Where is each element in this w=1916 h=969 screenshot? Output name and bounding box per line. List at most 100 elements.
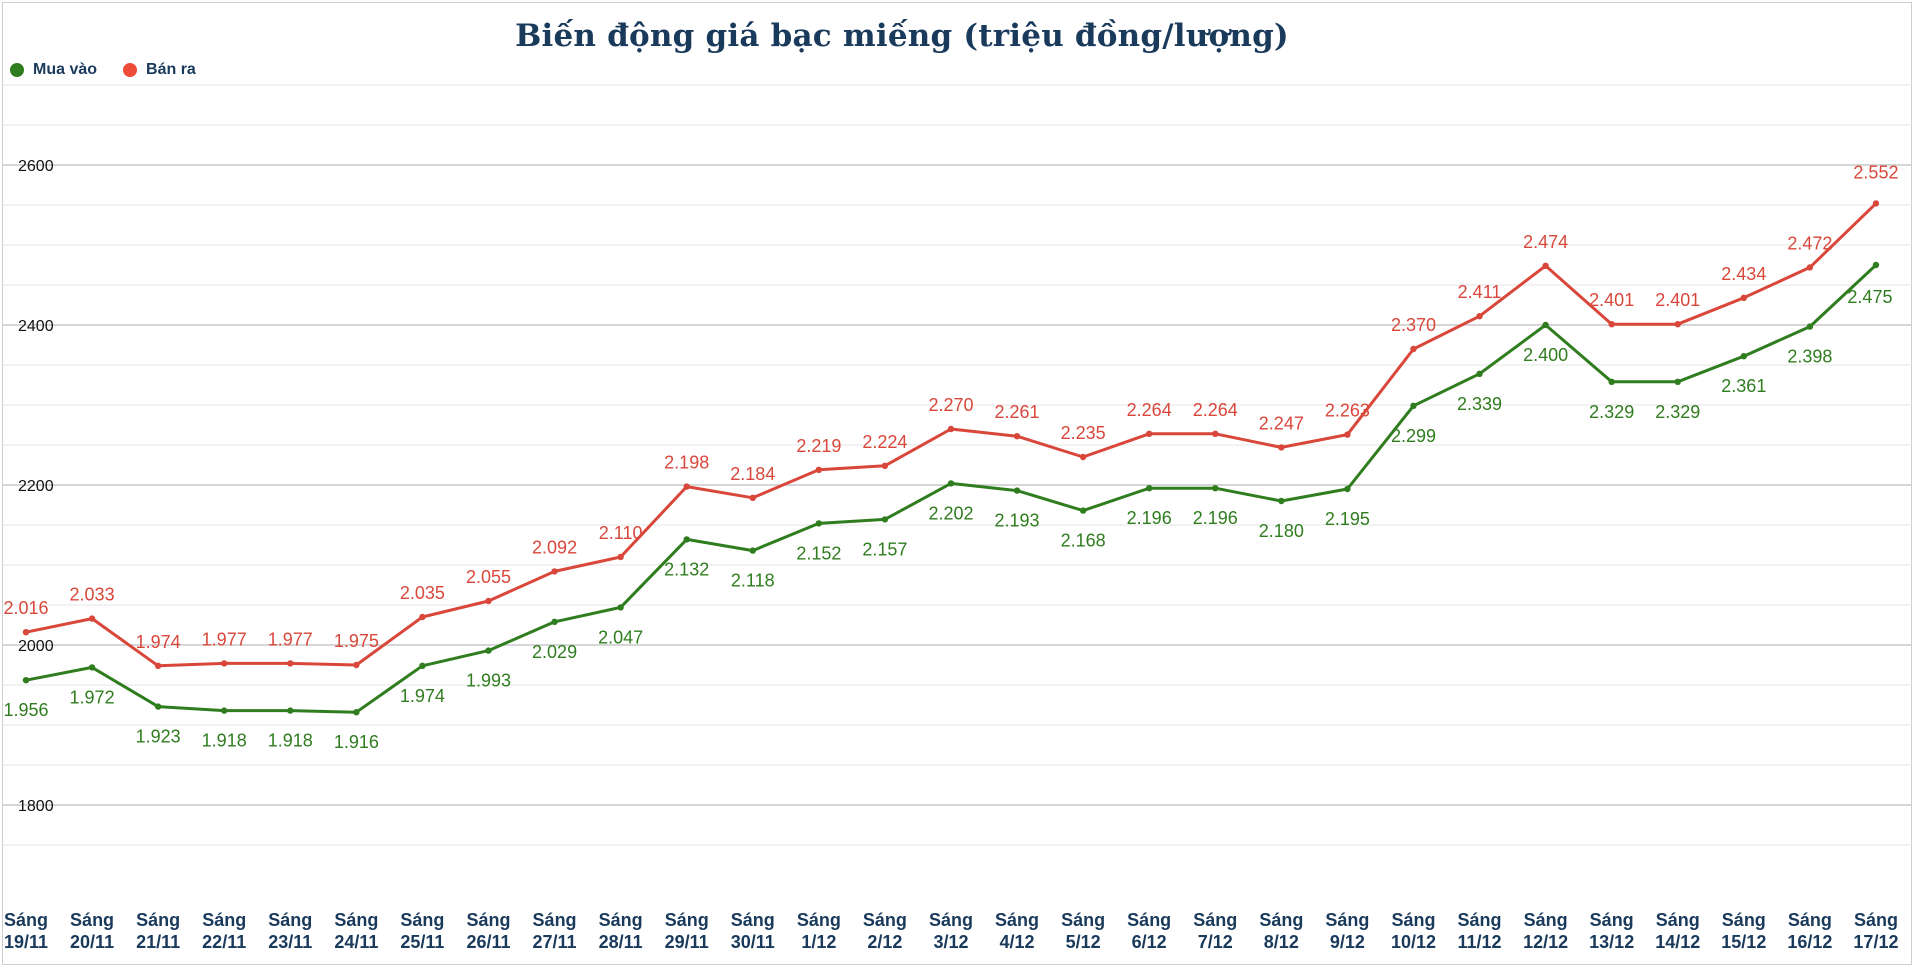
value-label-buy: 1.974 <box>400 686 445 706</box>
data-point-buy <box>1476 370 1483 377</box>
x-tick-label: Sáng <box>466 910 510 930</box>
value-label-buy: 2.475 <box>1847 287 1892 307</box>
data-point-buy <box>815 520 823 527</box>
data-point-buy <box>1806 323 1814 330</box>
value-label-sell: 2.401 <box>1655 290 1700 310</box>
value-label-sell: 2.235 <box>1061 423 1106 443</box>
x-axis: Sáng19/11Sáng20/11Sáng21/11Sáng22/11Sáng… <box>4 910 1899 952</box>
legend-label-sell: Bán ra <box>146 61 196 78</box>
data-point-sell <box>88 615 96 622</box>
value-label-buy: 2.180 <box>1259 521 1304 541</box>
value-label-sell: 2.264 <box>1193 400 1238 420</box>
value-label-buy: 2.339 <box>1457 394 1502 414</box>
y-tick-label: 2000 <box>18 638 54 655</box>
x-tick-label: Sáng <box>533 910 577 930</box>
x-tick-label: Sáng <box>1854 910 1898 930</box>
data-point-sell <box>1145 430 1153 437</box>
x-tick-label: 10/12 <box>1391 932 1436 952</box>
value-label-sell: 2.270 <box>928 395 973 415</box>
x-tick-label: Sáng <box>1590 910 1634 930</box>
value-label-sell: 1.977 <box>268 629 313 649</box>
x-tick-label: Sáng <box>202 910 246 930</box>
value-label-sell: 2.552 <box>1853 162 1898 182</box>
x-tick-label: Sáng <box>1458 910 1502 930</box>
data-point-sell <box>683 483 690 490</box>
value-label-sell: 2.401 <box>1589 290 1634 310</box>
value-label-sell: 2.184 <box>730 464 775 484</box>
value-label-buy: 1.923 <box>136 727 181 747</box>
series-line-sell <box>25 202 1878 668</box>
value-label-buy: 2.329 <box>1655 402 1700 422</box>
data-point-buy <box>1212 485 1219 492</box>
data-point-buy <box>353 709 360 716</box>
data-point-buy <box>88 664 96 671</box>
x-tick-label: Sáng <box>4 910 48 930</box>
x-tick-label: 25/11 <box>400 932 444 952</box>
value-label-sell: 2.264 <box>1127 400 1172 420</box>
value-label-sell: 2.110 <box>599 523 643 543</box>
data-point-sell <box>1410 345 1417 353</box>
x-tick-label: 22/11 <box>202 932 246 952</box>
x-tick-label: Sáng <box>136 910 180 930</box>
x-tick-label: 21/11 <box>136 932 180 952</box>
legend-item-sell[interactable]: Bán ra <box>123 61 196 79</box>
x-tick-label: Sáng <box>1722 910 1766 930</box>
x-tick-label: Sáng <box>665 910 709 930</box>
x-tick-label: Sáng <box>1325 910 1369 930</box>
x-tick-label: 12/12 <box>1523 932 1568 952</box>
x-tick-label: Sáng <box>1193 910 1237 930</box>
x-tick-label: Sáng <box>731 910 775 930</box>
data-point-sell <box>154 662 162 669</box>
data-point-buy <box>881 516 889 523</box>
value-label-sell: 2.261 <box>995 402 1040 422</box>
x-tick-label: Sáng <box>1524 910 1568 930</box>
x-tick-label: 29/11 <box>665 932 709 952</box>
x-tick-label: Sáng <box>400 910 444 930</box>
x-tick-label: 6/12 <box>1132 932 1167 952</box>
data-point-buy <box>22 677 30 684</box>
data-point-buy <box>1079 507 1087 514</box>
value-label-buy: 2.196 <box>1193 508 1238 528</box>
value-label-sell: 2.411 <box>1458 282 1502 302</box>
x-tick-label: 13/12 <box>1589 932 1634 952</box>
x-tick-label: 17/12 <box>1853 932 1898 952</box>
data-point-sell <box>419 613 426 621</box>
value-label-sell: 2.247 <box>1259 413 1304 433</box>
x-tick-label: 1/12 <box>801 932 836 952</box>
value-label-buy: 2.202 <box>928 503 973 523</box>
value-label-buy: 2.157 <box>862 539 907 559</box>
value-label-sell: 2.092 <box>532 537 577 557</box>
data-point-sell <box>22 629 30 636</box>
y-axis: 1800 2000 2200 2400 2600 <box>18 158 54 815</box>
value-label-sell: 2.219 <box>796 436 841 456</box>
value-label-sell: 2.035 <box>400 583 445 603</box>
y-tick-label: 1800 <box>18 798 54 815</box>
value-label-sell: 2.474 <box>1523 232 1568 252</box>
x-tick-label: 3/12 <box>933 932 968 952</box>
data-point-sell <box>617 553 624 561</box>
x-tick-label: 16/12 <box>1787 932 1832 952</box>
data-point-buy <box>1145 485 1153 492</box>
value-label-buy: 2.398 <box>1787 347 1832 367</box>
value-label-sell: 2.224 <box>862 432 907 452</box>
data-point-sell <box>881 462 889 469</box>
data-point-buy <box>1013 487 1021 494</box>
data-point-sell <box>749 494 756 501</box>
legend-item-buy[interactable]: Mua vào <box>10 61 97 79</box>
data-point-sell <box>1212 430 1219 437</box>
data-point-sell <box>485 597 492 605</box>
data-point-sell <box>1542 262 1549 269</box>
x-tick-label: Sáng <box>599 910 643 930</box>
data-point-sell <box>1740 294 1748 301</box>
x-tick-label: 23/11 <box>268 932 312 952</box>
value-label-buy: 2.193 <box>995 511 1040 531</box>
x-tick-label: 20/11 <box>70 932 114 952</box>
value-label-buy: 2.168 <box>1061 531 1106 551</box>
data-point-buy <box>221 707 228 714</box>
x-tick-label: Sáng <box>334 910 378 930</box>
value-label-buy: 2.118 <box>731 571 775 591</box>
x-tick-label: Sáng <box>1656 910 1700 930</box>
value-label-sell: 1.977 <box>202 629 247 649</box>
value-label-sell: 2.263 <box>1325 401 1370 421</box>
